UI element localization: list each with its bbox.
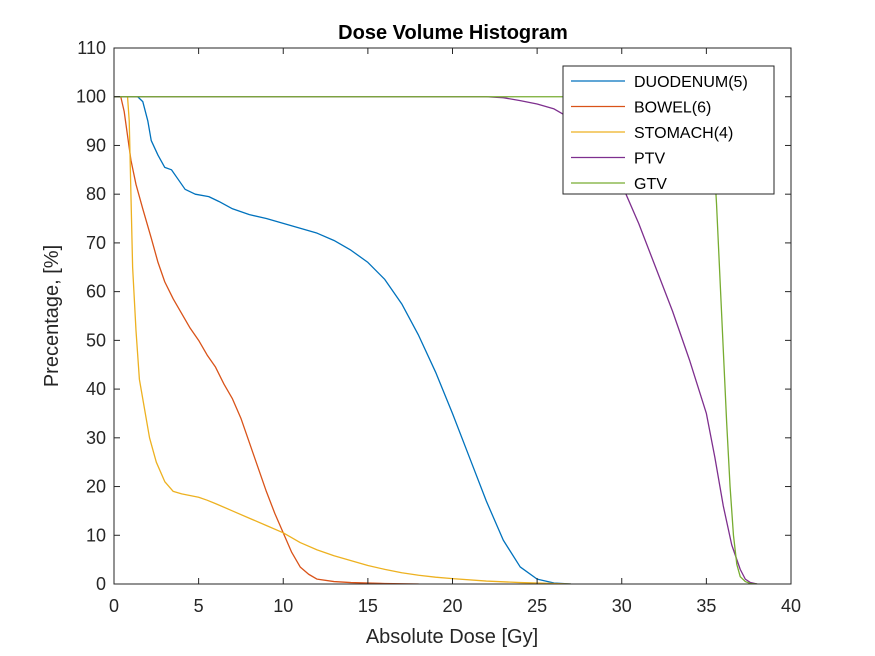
y-tick-label: 70 bbox=[86, 233, 106, 253]
x-tick-label: 15 bbox=[358, 596, 378, 616]
y-tick-label: 100 bbox=[76, 87, 106, 107]
series-line-1 bbox=[114, 96, 419, 584]
legend-label-0: DUODENUM(5) bbox=[634, 74, 748, 91]
legend-label-4: GTV bbox=[634, 176, 667, 193]
y-tick-label: 110 bbox=[77, 38, 106, 58]
y-tick-label: 0 bbox=[96, 574, 106, 594]
y-axis-label: Precentage, [%] bbox=[41, 245, 63, 387]
x-tick-label: 35 bbox=[696, 596, 716, 616]
legend-label-1: BOWEL(6) bbox=[634, 100, 711, 117]
legend-label-3: PTV bbox=[634, 151, 665, 168]
y-tick-label: 30 bbox=[86, 428, 106, 448]
y-tick-label: 60 bbox=[86, 282, 106, 302]
x-tick-label: 5 bbox=[194, 596, 204, 616]
series-line-2 bbox=[114, 96, 571, 584]
x-tick-label: 0 bbox=[109, 596, 119, 616]
y-tick-label: 90 bbox=[86, 135, 106, 155]
x-tick-label: 10 bbox=[273, 596, 293, 616]
ticks-layer: 0 5 10 15 20 25 30 35 40 0 10 20 30 40 50 60 70 80 90 100 11… bbox=[76, 38, 801, 616]
x-tick-label: 20 bbox=[442, 596, 462, 616]
y-tick-label: 10 bbox=[86, 525, 106, 545]
y-tick-label: 40 bbox=[86, 379, 106, 399]
y-tick-label: 50 bbox=[86, 330, 106, 350]
legend-label-2: STOMACH(4) bbox=[634, 125, 733, 142]
x-axis-label: Absolute Dose [Gy] bbox=[366, 626, 538, 648]
series-line-0 bbox=[114, 96, 572, 584]
chart-title: Dose Volume Histogram bbox=[338, 22, 568, 44]
x-tick-label: 25 bbox=[527, 596, 547, 616]
legend: DUODENUM(5) BOWEL(6) STOMACH(4) PTV GTV bbox=[562, 65, 775, 195]
y-tick-label: 80 bbox=[86, 184, 106, 204]
y-tick-label: 20 bbox=[86, 477, 106, 497]
x-tick-label: 30 bbox=[612, 596, 632, 616]
legend-box bbox=[562, 65, 775, 195]
x-tick-label: 40 bbox=[781, 596, 801, 616]
